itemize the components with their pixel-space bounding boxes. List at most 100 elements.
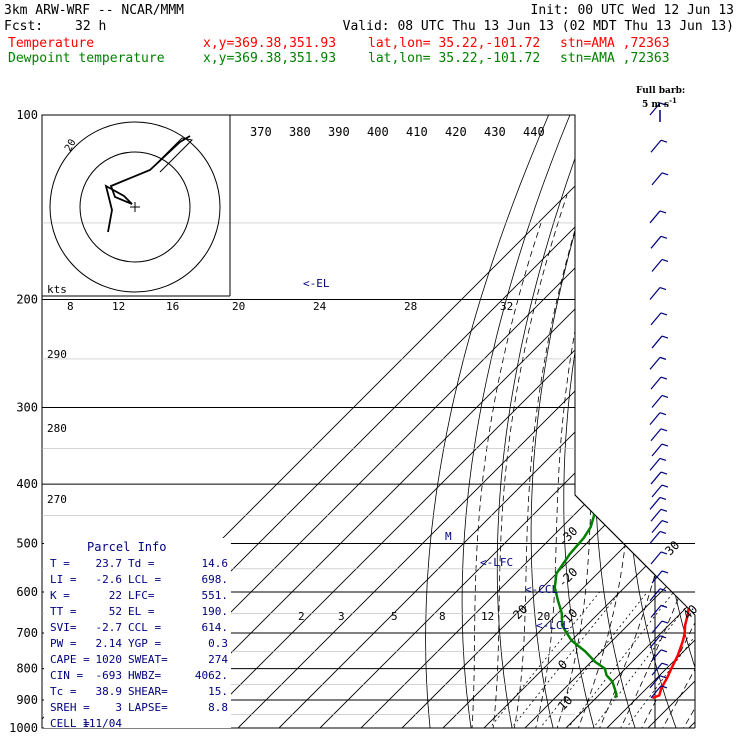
- wind-barb: [651, 172, 669, 186]
- parcel-key: SWEAT=: [128, 653, 168, 666]
- isotherm: [237, 115, 695, 728]
- lcl-marker: <-LCL: [536, 619, 569, 632]
- parcel-value: 52: [108, 605, 122, 618]
- parcel-key: PW =: [50, 637, 77, 650]
- wind-barb: [651, 335, 669, 349]
- theta-label-280: 280: [47, 422, 67, 435]
- parcel-value: 190.: [201, 605, 229, 618]
- parcel-key: YGP =: [128, 637, 162, 650]
- parcel-value: 698.: [201, 573, 229, 586]
- temp-legend: Temperature: [8, 36, 95, 51]
- moist-adiabat: [573, 115, 686, 728]
- pressure-label-600: 600: [16, 585, 38, 599]
- temperature-profile: [651, 134, 695, 700]
- isotherm-label-40: 40: [680, 602, 700, 622]
- parcel-info-title: Parcel Info: [87, 540, 167, 554]
- parcel-row: SREH = 3 LAPSE= 8.8: [50, 701, 230, 716]
- parcel-key: HWBZ=: [128, 669, 162, 682]
- parcel-value: 22: [108, 589, 122, 602]
- hodo-scale-28: 28: [404, 300, 417, 313]
- mixing-label-20: 20: [537, 610, 550, 623]
- parcel-value: 8.8: [208, 701, 228, 714]
- isotherm-label-20: 20: [510, 602, 530, 622]
- parcel-value: 1020: [95, 653, 123, 666]
- parcel-value: 551.: [201, 589, 229, 602]
- wind-barb: [650, 312, 668, 326]
- wind-barb: [650, 235, 668, 249]
- moist-adiabat: [552, 115, 657, 728]
- parcel-value: 0.3: [208, 637, 228, 650]
- wind-barb: [651, 620, 669, 634]
- ccl-marker: <-CCL: [525, 583, 558, 596]
- dry-adiabat: [625, 115, 682, 728]
- parcel-value: 23.7: [95, 557, 123, 570]
- parcel-row: CAPE = 1020 SWEAT= 274: [50, 653, 230, 668]
- dew-xy: x,y=369.38,351.93: [203, 51, 337, 66]
- parcel-key: SHEAR=: [128, 685, 168, 698]
- m-marker: M: [445, 530, 452, 543]
- barb-key-sup: -1: [669, 96, 677, 105]
- parcel-value: 14.6: [201, 557, 229, 570]
- theta-label-270: 270: [47, 493, 67, 506]
- wind-barb: [649, 286, 667, 300]
- parcel-key: SVI=: [50, 621, 77, 634]
- pressure-label-100: 100: [16, 108, 38, 122]
- temp-xy: x,y=369.38,351.93: [203, 36, 337, 51]
- wind-barb: [651, 258, 669, 272]
- mixing-label-5: 5: [391, 610, 398, 623]
- dew-stn: stn=AMA ,72363: [560, 51, 670, 66]
- parcel-value: 15.: [208, 685, 228, 698]
- wind-barb: [649, 102, 667, 116]
- parcel-key: TT =: [50, 605, 77, 618]
- hodo-ring-label: 20: [63, 138, 79, 154]
- hodo-scale-24: 24: [313, 300, 327, 313]
- mixing-label-12: 12: [481, 610, 494, 623]
- theta-e-label-440: 440: [523, 125, 545, 139]
- parcel-key: LAPSE=: [128, 701, 168, 714]
- moist-adiabat: [655, 115, 695, 728]
- pressure-label-200: 200: [16, 293, 38, 307]
- parcel-key: CCL =: [128, 621, 162, 634]
- isotherm: [565, 115, 695, 728]
- wind-barb: [651, 570, 669, 584]
- wind-barb: [649, 210, 667, 224]
- fcst-label: Fcst:: [4, 19, 44, 34]
- parcel-row: LI = -2.6 LCL = 698.: [50, 573, 230, 588]
- theta-e-label-390: 390: [328, 125, 350, 139]
- mixing-line: [500, 591, 621, 728]
- hodo-units: kts: [47, 283, 67, 296]
- hodo-trace: [104, 135, 191, 233]
- wind-barb: [649, 675, 667, 689]
- theta-e-label-370: 370: [250, 125, 272, 139]
- wind-barb: [650, 508, 668, 522]
- isotherm: [401, 115, 695, 728]
- mixing-label-2: 2: [298, 610, 305, 623]
- theta-e-label-410: 410: [406, 125, 428, 139]
- wind-barb: [651, 484, 669, 498]
- moist-adiabat: [491, 194, 568, 728]
- parcel-row: SVI= -2.7 CCL = 614.: [50, 621, 230, 636]
- pressure-label-1000: 1000: [9, 721, 38, 735]
- dew-legend: Dewpoint temperature: [8, 51, 165, 66]
- isotherm: [524, 115, 695, 728]
- isotherm: [442, 115, 695, 728]
- parcel-row: K = 22 LFC= 551.: [50, 589, 230, 604]
- hodo-scale-20: 20: [232, 300, 245, 313]
- parcel-row: PW = 2.14 YGP = 0.3: [50, 637, 230, 652]
- parcel-value: 614.: [201, 621, 229, 634]
- hodo-scale-32: 32: [500, 300, 513, 313]
- pressure-label-500: 500: [16, 536, 38, 550]
- parcel-key: T =: [50, 557, 70, 570]
- barb-key-line2: 5 m s: [642, 100, 670, 110]
- parcel-key: LCL =: [128, 573, 162, 586]
- mixing-line: [479, 591, 601, 728]
- wind-barb: [651, 520, 669, 533]
- valid-time: Valid: 08 UTC Thu 13 Jun 13 (02 MDT Thu …: [342, 19, 734, 34]
- hodo-scale-8: 8: [67, 300, 74, 313]
- pressure-label-700: 700: [16, 626, 38, 640]
- fcst-value: 32 h: [75, 19, 107, 34]
- parcel-value: -693: [95, 669, 123, 682]
- parcel-row: CIN = -693 HWBZ= 4062.: [50, 669, 230, 684]
- wind-barb: [649, 356, 667, 370]
- mixing-label-3: 3: [338, 610, 345, 623]
